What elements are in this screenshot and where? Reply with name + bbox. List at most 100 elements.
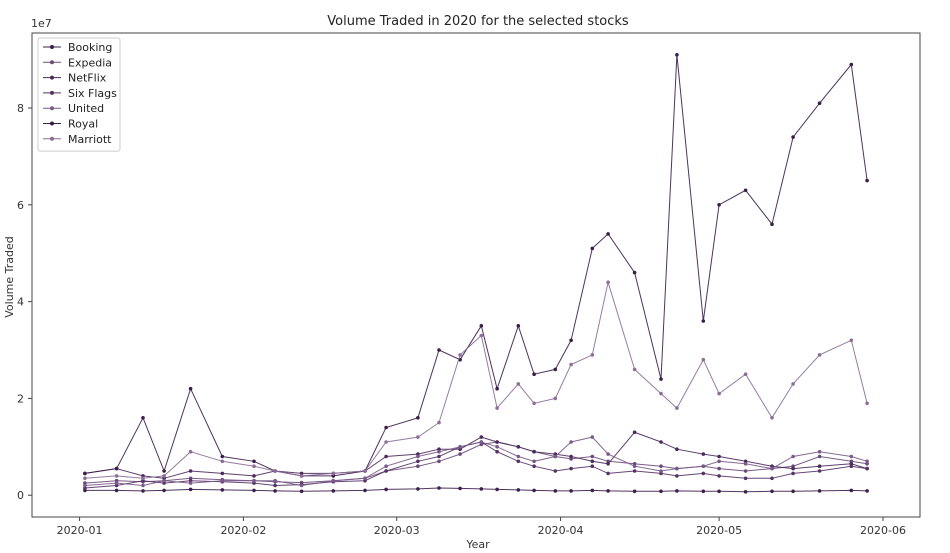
data-point-united (569, 440, 573, 444)
data-point-royal (532, 372, 536, 377)
data-point-royal (791, 135, 795, 139)
data-point-marriott (743, 372, 748, 377)
data-point-united (590, 435, 595, 439)
legend-marker-six-flags (50, 90, 54, 95)
data-point-expedia (437, 459, 441, 464)
data-point-marriott (114, 474, 119, 478)
data-point-six-flags (590, 464, 595, 469)
data-point-royal (770, 222, 774, 226)
x-tick-label: 2020-03 (374, 524, 420, 537)
data-point-netflix (606, 462, 610, 466)
data-point-booking (532, 488, 536, 493)
data-point-netflix (659, 440, 663, 444)
series-united (83, 435, 869, 488)
data-point-marriott (458, 353, 462, 357)
data-point-royal (569, 338, 573, 343)
data-point-six-flags (384, 469, 388, 473)
data-point-marriott (384, 440, 388, 444)
data-point-marriott (849, 338, 854, 343)
y-tick-label: 2 (17, 392, 24, 405)
y-tick-label: 8 (17, 102, 24, 115)
data-point-royal (114, 466, 119, 471)
legend-marker-marriott (50, 136, 54, 141)
data-point-expedia (849, 459, 854, 464)
data-point-united (659, 469, 663, 473)
series-royal (83, 53, 869, 478)
data-point-six-flags (701, 471, 706, 476)
data-point-royal (590, 246, 595, 251)
series-line-marriott (84, 280, 868, 479)
data-point-booking (590, 488, 595, 493)
series-line-netflix (84, 431, 868, 479)
y-tick-label: 0 (17, 489, 24, 502)
data-point-netflix (675, 447, 679, 452)
plot-frame (31, 32, 921, 518)
data-point-expedia (817, 454, 822, 459)
data-point-united (141, 483, 145, 488)
data-point-six-flags (791, 471, 795, 476)
data-point-royal (220, 454, 225, 459)
data-point-six-flags (437, 454, 441, 459)
data-point-expedia (865, 462, 869, 466)
data-point-six-flags (606, 471, 610, 476)
data-point-united (363, 476, 367, 481)
data-point-united (162, 478, 166, 483)
x-tick-label: 2020-05 (696, 524, 742, 537)
data-point-booking (865, 489, 869, 493)
data-point-booking (384, 487, 388, 492)
data-point-netflix (220, 471, 225, 476)
data-point-booking (479, 487, 484, 491)
data-point-booking (141, 489, 145, 493)
data-point-united (495, 445, 499, 449)
data-point-six-flags (273, 483, 277, 488)
data-point-netflix (188, 469, 193, 473)
data-point-united (817, 449, 822, 454)
y-offset-label: 1e7 (31, 17, 52, 30)
data-point-marriott (553, 396, 558, 401)
data-point-united (273, 478, 277, 483)
data-point-booking (495, 487, 499, 492)
data-point-royal (632, 270, 637, 275)
data-point-marriott (865, 401, 869, 406)
data-point-marriott (363, 469, 367, 473)
data-point-marriott (516, 382, 521, 386)
data-point-royal (416, 416, 420, 420)
y-tick-label: 4 (17, 296, 24, 309)
data-point-royal (83, 471, 87, 476)
legend: Booking Expedia NetFlix Six Flags United Roya… (37, 37, 121, 152)
data-point-six-flags (865, 466, 869, 471)
data-point-royal (479, 324, 484, 328)
data-point-united (606, 452, 610, 456)
data-point-marriott (437, 420, 441, 425)
data-point-united (770, 466, 774, 471)
data-point-expedia (659, 464, 663, 469)
data-point-royal (849, 62, 854, 67)
legend-label-united: United (68, 102, 104, 115)
legend-label-netflix: NetFlix (68, 72, 107, 85)
data-point-royal (188, 386, 193, 391)
data-point-royal (675, 53, 679, 57)
data-point-united (188, 481, 193, 485)
data-point-netflix (495, 440, 499, 444)
data-point-united (553, 454, 558, 459)
ticks-layer: 2020-01 2020-02 2020-03 2020-04 2020-05 2020-… (17, 102, 906, 537)
data-point-united (416, 454, 420, 459)
data-point-booking (632, 489, 637, 494)
x-axis-label: Year (465, 538, 490, 551)
data-point-booking (791, 489, 795, 494)
data-point-netflix (479, 435, 484, 439)
data-point-royal (743, 188, 748, 193)
data-point-netflix (516, 445, 521, 449)
data-point-united (516, 454, 521, 459)
data-point-six-flags (532, 464, 536, 469)
data-point-marriott (331, 471, 336, 476)
data-point-marriott (632, 367, 637, 372)
data-point-marriott (479, 333, 484, 338)
data-point-six-flags (743, 476, 748, 481)
data-point-six-flags (495, 449, 499, 454)
data-point-marriott (141, 476, 145, 481)
data-point-united (865, 459, 869, 464)
data-point-booking (849, 488, 854, 493)
data-point-marriott (717, 391, 721, 396)
